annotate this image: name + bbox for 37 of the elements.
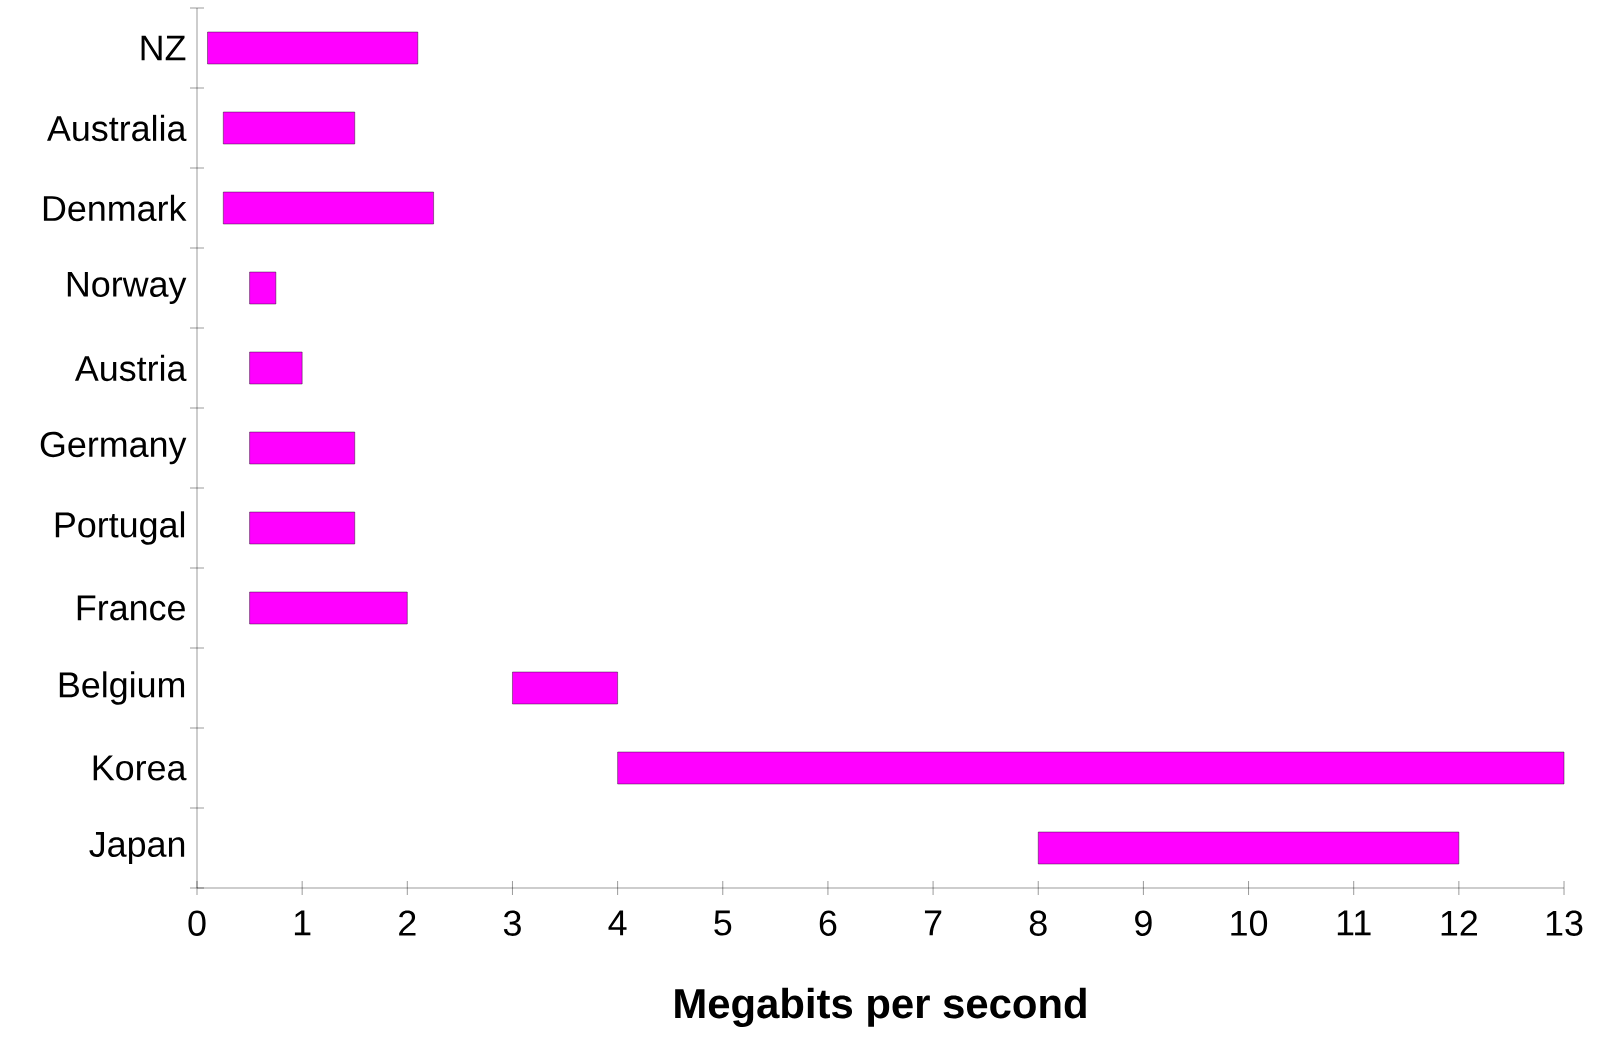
x-tick-label: 5 (714, 910, 732, 936)
y-tick-label: Korea (93, 755, 187, 781)
y-tick-label: Belgium (59, 671, 185, 705)
x-axis-title: Megabits per second (675, 987, 1086, 1027)
x-tick-label: 6 (819, 910, 837, 936)
y-tick-label: France (77, 595, 185, 621)
y-tick-label: Austria (74, 354, 187, 382)
bar (223, 191, 434, 225)
bar (249, 431, 355, 465)
x-tick-label: 1 (294, 910, 311, 936)
bar (249, 511, 355, 545)
y-tick-label: Japan (89, 831, 185, 865)
x-tick-label: 8 (1029, 910, 1047, 936)
y-tick-label: Portugal (55, 511, 185, 545)
x-tick-label: 3 (503, 910, 521, 936)
bar (223, 111, 355, 145)
y-tick-label: Denmark (43, 194, 187, 222)
bar (617, 751, 1565, 785)
x-tick-label: 2 (399, 910, 416, 936)
x-tick-label: 9 (1135, 910, 1152, 936)
x-tick-label: 13 (1546, 910, 1583, 936)
x-tick-label: 7 (924, 910, 942, 936)
bar (249, 591, 408, 625)
bar (512, 671, 618, 705)
bar (249, 271, 277, 305)
bar (249, 351, 303, 385)
x-tick-label: 12 (1441, 910, 1477, 936)
x-tick-label: 10 (1231, 910, 1268, 936)
y-tick-label: Australia (47, 114, 187, 142)
x-tick-label: 0 (188, 910, 206, 936)
x-tick-label: 11 (1337, 910, 1371, 936)
bar (1038, 831, 1460, 865)
x-tick-label: 4 (608, 910, 627, 936)
y-tick-label: NZ (141, 35, 186, 61)
bar (207, 31, 419, 65)
y-tick-label: Germany (40, 431, 187, 465)
y-tick-label: Norway (67, 271, 187, 305)
